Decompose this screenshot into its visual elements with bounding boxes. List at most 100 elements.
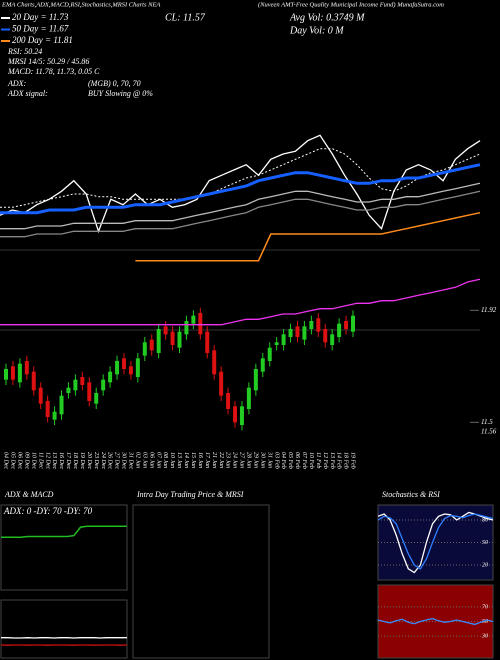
legend-label: 20 Day = 11.73 <box>12 12 69 22</box>
x-tick-label: 21 Jan <box>211 452 217 468</box>
x-tick-label: 09 Dec <box>23 452 29 469</box>
adx-text: ADX signal: <box>7 89 48 98</box>
y-tick-label: 70 <box>482 604 488 610</box>
x-tick-label: 15 Jan <box>190 452 196 468</box>
indicator-line <box>0 182 481 230</box>
panel-title: Stochastics & RSI <box>382 490 440 499</box>
legend-label: 200 Day = 11.81 <box>12 35 73 45</box>
x-tick-label: 27 Dec <box>114 452 120 469</box>
x-tick-label: 07 Jan <box>155 452 161 468</box>
candle-body <box>239 406 244 425</box>
candle-body <box>101 379 106 391</box>
x-tick-label: 05 Dec <box>10 452 16 469</box>
indicator-line <box>377 617 494 626</box>
x-tick-label: 24 Jan <box>232 452 239 468</box>
x-tick-label: 16 Dec <box>58 452 64 469</box>
candle-body <box>288 329 293 337</box>
candle-body <box>121 358 126 369</box>
x-tick-label: 31 Dec <box>128 451 134 469</box>
y-tick-label: 80 <box>482 517 488 523</box>
candle-body <box>156 329 161 353</box>
candle-body <box>274 342 279 345</box>
x-tick-label: 07 Feb <box>301 452 307 469</box>
candle-body <box>281 334 286 345</box>
candle-body <box>163 326 168 335</box>
candle-body <box>31 371 36 391</box>
panel <box>132 504 270 659</box>
candle-body <box>246 387 251 409</box>
candle-body <box>10 366 15 380</box>
indicator-line <box>0 278 481 326</box>
candle-body <box>17 363 22 383</box>
x-tick-label: 14 Feb <box>336 452 343 469</box>
day-vol: Day Vol: 0 M <box>289 25 344 36</box>
indicator-line <box>377 513 494 570</box>
candle-body <box>80 377 85 385</box>
candle-body <box>295 326 300 337</box>
x-tick-label: 11 Feb <box>315 452 321 468</box>
x-tick-label: 30 Jan <box>259 451 265 468</box>
x-tick-label: 10 Feb <box>308 452 314 469</box>
candle-body <box>170 331 175 345</box>
x-tick-label: 13 Jan <box>176 452 182 468</box>
candle-body <box>115 361 120 375</box>
x-tick-label: 11 Dec <box>37 452 43 469</box>
x-tick-label: 31 Jan <box>266 451 272 468</box>
candle-body <box>253 369 258 391</box>
candle-body <box>260 358 265 372</box>
x-tick-label: 16 Jan <box>197 452 203 468</box>
candle-body <box>219 371 224 396</box>
chart-subtitle: (Nuveen AMT-Free Quality Municipal Incom… <box>258 1 444 8</box>
candle-body <box>128 366 133 375</box>
x-tick-label: 08 Jan <box>162 452 168 468</box>
x-tick-label: 19 Feb <box>350 452 356 469</box>
candle-body <box>191 315 196 324</box>
y-tick-label: 50 <box>482 619 488 625</box>
panel <box>0 504 128 591</box>
panel-title: ADX & MACD <box>4 490 54 499</box>
candle-body <box>330 334 335 345</box>
candle-body <box>184 321 189 335</box>
x-tick-label: 10 Jan <box>169 452 175 468</box>
candle-body <box>233 406 238 423</box>
candle-body <box>149 339 154 351</box>
y-tick-label: 20 <box>482 562 488 568</box>
x-tick-label: 23 Dec <box>93 452 99 469</box>
x-tick-label: 18 Dec <box>72 452 78 469</box>
x-tick-label: 13 Dec <box>51 452 57 469</box>
legend-label: 50 Day = 11.67 <box>12 24 69 34</box>
candle-body <box>4 369 8 380</box>
adx-text: BUY Slowing @ 0% <box>88 89 153 98</box>
close-label: CL: 11.57 <box>165 12 206 23</box>
x-tick-label: 06 Jan <box>148 452 154 468</box>
x-tick-label: 04 Dec <box>3 452 10 469</box>
candle-body <box>66 387 71 393</box>
candle-body <box>316 318 321 332</box>
candle-body <box>177 331 182 348</box>
candle-body <box>24 361 29 375</box>
candle-body <box>73 379 78 391</box>
x-tick-label: 17 Jan <box>204 452 210 468</box>
candle-body <box>302 326 307 340</box>
x-tick-label: 17 Dec <box>65 452 71 469</box>
candle-body <box>205 331 210 353</box>
x-tick-label: 20 Dec <box>86 452 92 469</box>
candle-body <box>94 393 99 404</box>
candle-body <box>87 382 92 401</box>
x-tick-label: 12 Dec <box>44 452 50 469</box>
candle-body <box>267 347 272 361</box>
y-tick-label: 50 <box>482 540 488 546</box>
series-line <box>0 148 481 208</box>
candle-body <box>344 321 349 329</box>
x-tick-label: 29 Jan <box>252 452 258 468</box>
stat-text: MRSI 14/5: 50.29 / 45.86 <box>7 57 89 66</box>
x-tick-label: 14 Jan <box>183 452 190 468</box>
candle-body <box>323 329 328 343</box>
panel <box>0 599 128 659</box>
candle-body <box>59 395 64 415</box>
x-tick-label: 18 Feb <box>343 452 349 469</box>
x-tick-label: 26 Dec <box>107 452 113 469</box>
stat-text: RSI: 50.24 <box>7 47 42 56</box>
